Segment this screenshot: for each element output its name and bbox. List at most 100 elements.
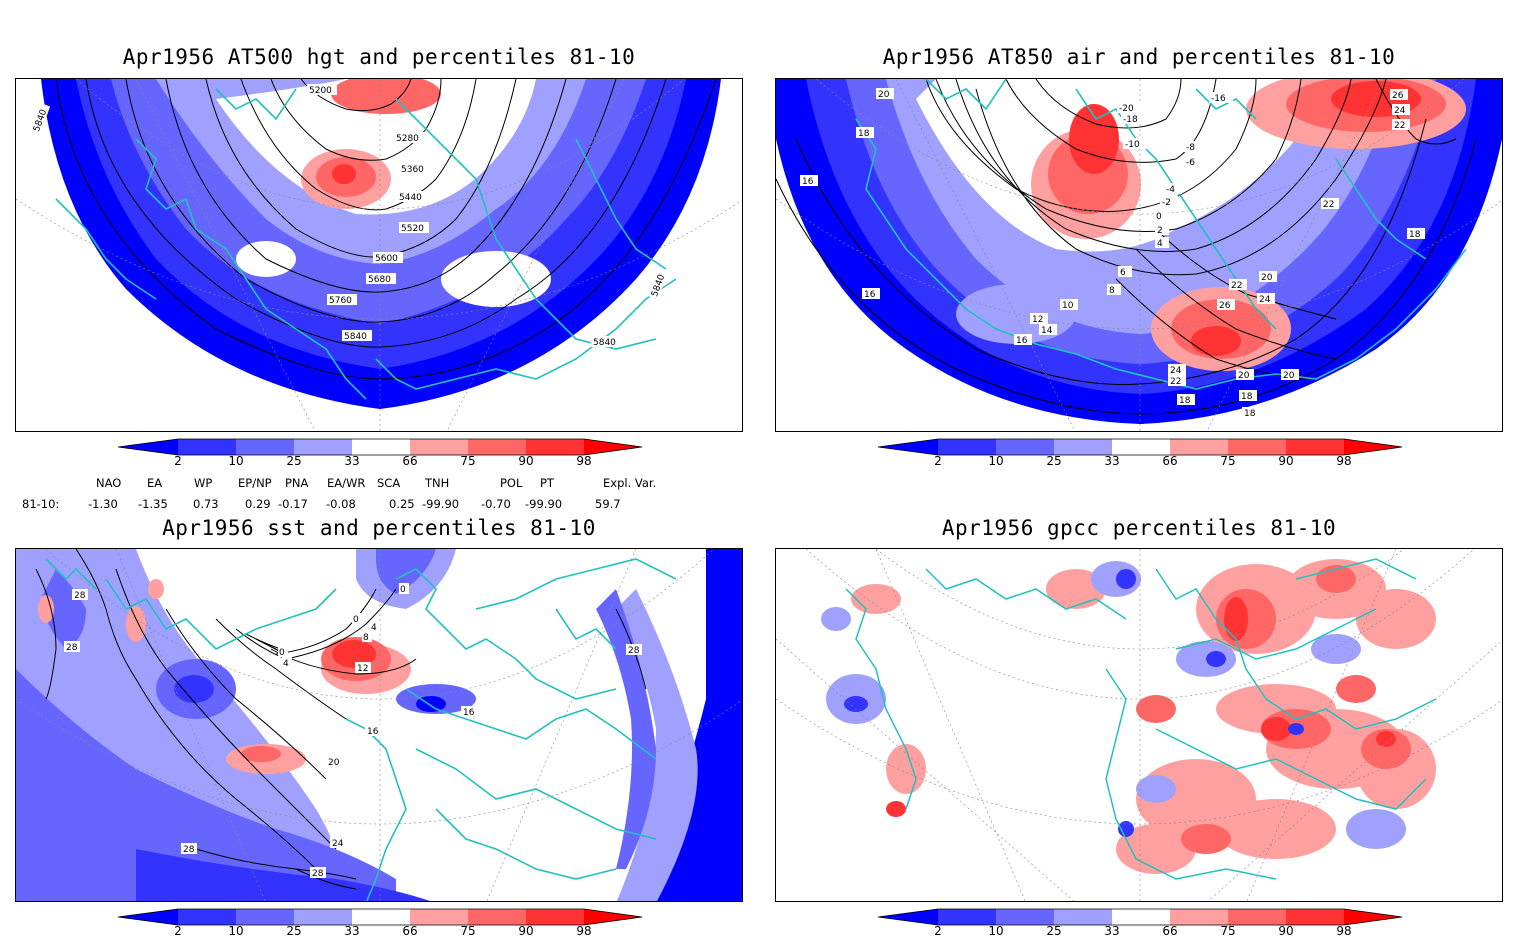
contour-label: 18	[858, 129, 870, 139]
index-header: SCA	[377, 476, 401, 490]
colorbar-label: 90	[1278, 924, 1294, 938]
panel4-title: Apr1956 gpcc percentiles 81-10	[941, 516, 1337, 540]
contour-label: 16	[367, 727, 379, 737]
map-panel-gpcc	[775, 548, 1503, 902]
contour-label: -16	[1211, 94, 1226, 104]
colorbar-bottom-left: 2 10 25 33 66 75 90 98	[117, 908, 678, 946]
colorbar-label: 66	[402, 454, 418, 468]
index-value: -99.90	[422, 497, 460, 511]
index-header: EA	[147, 476, 163, 490]
map-panel-hgt500: 5200 5280 5360 5440 5520 5600 5680 5760 …	[15, 78, 743, 432]
colorbar-label: 75	[460, 454, 476, 468]
contour-label: 22	[1170, 377, 1181, 387]
contour-label: 28	[66, 643, 78, 653]
contour-label: 5200	[309, 86, 332, 96]
contour-label: 8	[363, 633, 369, 643]
contour-label: 20	[1238, 371, 1250, 381]
colorbar-label: 25	[1046, 924, 1062, 938]
colorbar-label: 90	[1278, 454, 1294, 468]
contour-label: 24	[1394, 106, 1406, 116]
index-header: Expl. Var.	[603, 476, 657, 490]
index-header: PT	[540, 476, 554, 490]
contour-label: 14	[1041, 326, 1053, 336]
contour-label: 16	[1016, 336, 1028, 346]
index-value: -1.30	[88, 497, 118, 511]
colorbar-label: 66	[402, 924, 418, 938]
index-header: PNA	[285, 476, 309, 490]
contour-label: 18	[1409, 230, 1421, 240]
colorbar-label: 25	[286, 924, 302, 938]
contour-label: 0	[400, 585, 406, 595]
index-value: -0.17	[278, 497, 308, 511]
map-panel-sst: 28 28 0 0 4 8 0 4 12 16 16 20 24 28 28 2…	[15, 548, 743, 902]
index-header: POL	[500, 476, 523, 490]
contour-label: 2	[1157, 226, 1163, 236]
contour-label: 18	[1244, 409, 1256, 419]
index-header: TNH	[425, 476, 450, 490]
index-value: 59.7	[595, 497, 621, 511]
contour-label: 5840	[593, 338, 616, 348]
colorbar-label: 25	[1046, 454, 1062, 468]
contour-label: 20	[1283, 371, 1295, 381]
index-value: 0.25	[389, 497, 415, 511]
colorbar-label: 98	[1336, 924, 1352, 938]
panel1-title: Apr1956 AT500 hgt and percentiles 81-10	[122, 45, 636, 69]
index-value: -1.35	[138, 497, 168, 511]
map-gpcc	[776, 549, 1502, 901]
index-header: WP	[194, 476, 213, 490]
colorbar-strip	[117, 908, 643, 926]
colorbar-label: 10	[228, 924, 244, 938]
contour-label: 5440	[399, 193, 422, 203]
contour-label: 22	[1394, 121, 1405, 131]
contour-label: 12	[357, 664, 368, 674]
colorbar-label: 2	[174, 454, 182, 468]
contour-label: 5600	[375, 254, 398, 264]
colorbar-strip	[117, 438, 643, 456]
index-value: 0.29	[245, 497, 271, 511]
index-header: NAO	[96, 476, 122, 490]
colorbar-top-left: 2 10 25 33 66 75 90 98	[117, 438, 678, 476]
contour-label: 24	[1170, 366, 1182, 376]
colorbar-label: 2	[934, 924, 942, 938]
contour-label: 10	[1062, 301, 1074, 311]
contour-label: -8	[1186, 143, 1195, 153]
colorbar-label: 66	[1162, 924, 1178, 938]
contour-label: 4	[283, 659, 289, 669]
index-value: -0.08	[326, 497, 356, 511]
colorbar-label: 98	[1336, 454, 1352, 468]
index-header: EA/WR	[327, 476, 366, 490]
contour-label: 4	[1157, 239, 1163, 249]
index-value: 0.73	[193, 497, 219, 511]
colorbar-label: 75	[1220, 454, 1236, 468]
colorbar-label: 33	[344, 454, 360, 468]
contour-label: 8	[1109, 286, 1115, 296]
contour-label: -10	[1125, 140, 1140, 150]
map-sst: 28 28 0 0 4 8 0 4 12 16 16 20 24 28 28 2…	[16, 549, 742, 901]
contour-label: -4	[1166, 185, 1175, 195]
panel3-title: Apr1956 sst and percentiles 81-10	[162, 516, 596, 540]
contour-label: 12	[1032, 315, 1043, 325]
contour-label: 16	[463, 708, 475, 718]
colorbar-strip	[877, 438, 1403, 456]
contour-label: 5840	[344, 332, 367, 342]
colorbar-label: 98	[576, 924, 592, 938]
contour-label: 24	[1259, 295, 1271, 305]
map-hgt500: 5200 5280 5360 5440 5520 5600 5680 5760 …	[16, 79, 742, 431]
colorbar-label: 10	[988, 454, 1004, 468]
colorbar-label: 2	[174, 924, 182, 938]
colorbar-top-right: 2 10 25 33 66 75 90 98	[877, 438, 1438, 476]
colorbar-label: 33	[344, 924, 360, 938]
index-value: -99.90	[525, 497, 563, 511]
map-air850: 20 18 16 16 -20 -18 -16 -10 -8 -6 -4 -2 …	[776, 79, 1502, 431]
colorbar-strip	[877, 908, 1403, 926]
colorbar-label: 75	[460, 924, 476, 938]
contour-label: 26	[1392, 91, 1404, 101]
colorbar-label: 90	[518, 454, 534, 468]
colorbar-label: 90	[518, 924, 534, 938]
contour-label: -6	[1186, 158, 1195, 168]
contour-label: 0	[353, 615, 359, 625]
contour-label: 28	[628, 646, 640, 656]
contour-label: 28	[183, 845, 195, 855]
contour-label: 16	[802, 177, 814, 187]
colorbar-label: 98	[576, 454, 592, 468]
